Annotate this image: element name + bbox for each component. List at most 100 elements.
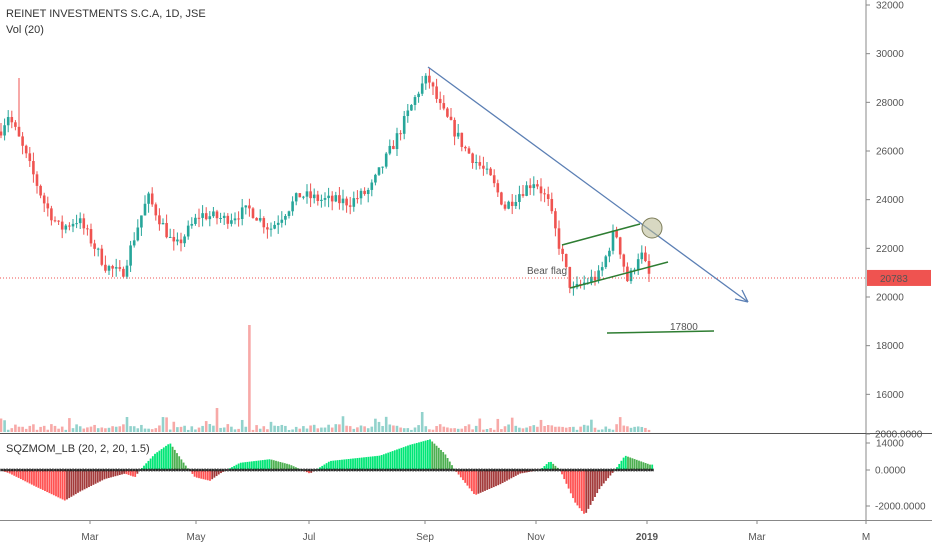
candle-body — [615, 230, 618, 238]
volume-bar — [89, 426, 93, 432]
candle-body — [42, 195, 46, 204]
squeeze-dot — [468, 468, 473, 472]
candle-body — [482, 165, 485, 169]
volume-bar — [60, 426, 64, 432]
squeeze-dot — [643, 468, 648, 472]
squeeze-dot — [175, 468, 179, 472]
momentum-bar — [380, 455, 383, 470]
volume-bar — [75, 424, 78, 432]
squeeze-dot — [607, 468, 611, 472]
candle-body — [125, 265, 129, 277]
candle-body — [618, 237, 622, 255]
momentum-bar — [616, 467, 618, 470]
momentum-bar — [462, 470, 464, 481]
momentum-bar — [481, 470, 484, 492]
momentum-bar — [429, 439, 431, 470]
candle-body — [399, 133, 402, 135]
momentum-bar — [569, 470, 572, 494]
momentum-bar — [85, 470, 88, 489]
candle-body — [435, 86, 438, 99]
squeeze-dot — [564, 468, 568, 472]
squeeze-dot — [449, 468, 453, 472]
volume-bar — [204, 421, 208, 432]
momentum-bar — [33, 470, 35, 486]
candle-body — [136, 227, 140, 241]
momentum-bar — [290, 465, 293, 470]
candle-body — [17, 126, 21, 137]
momentum-bar — [446, 458, 449, 470]
momentum-bar — [242, 462, 244, 470]
momentum-bar — [409, 444, 412, 470]
volume-bar — [71, 428, 75, 432]
momentum-bar — [477, 470, 480, 494]
squeeze-dot — [323, 468, 328, 472]
momentum-bar — [325, 463, 328, 470]
time-tick-label: May — [187, 532, 206, 543]
squeeze-dot — [383, 468, 387, 472]
squeeze-dot — [277, 468, 281, 472]
momentum-bar — [435, 445, 438, 470]
momentum-bar — [44, 470, 46, 491]
momentum-bar — [371, 456, 374, 470]
volume-bar — [46, 429, 50, 432]
downtrend-line — [427, 66, 749, 303]
momentum-bar — [418, 442, 420, 470]
squeeze-dot — [138, 468, 143, 472]
momentum-bar — [651, 464, 654, 470]
volume-bar — [597, 429, 600, 432]
squeeze-dot — [505, 468, 509, 472]
momentum-bar — [508, 470, 511, 480]
volume-bar — [402, 428, 406, 432]
candle-body — [539, 186, 543, 194]
squeeze-dot — [327, 468, 331, 472]
candle-body — [312, 194, 316, 199]
candle-body — [222, 215, 226, 219]
volume-bar — [626, 426, 629, 432]
candle-body — [3, 125, 6, 136]
squeeze-dot — [538, 468, 542, 472]
volume-bar — [618, 417, 622, 432]
squeeze-dot — [23, 468, 27, 472]
candle-body — [593, 276, 597, 281]
momentum-bar — [50, 470, 53, 495]
price-tick-label: 18000 — [876, 341, 904, 352]
volume-bar — [208, 424, 212, 432]
squeeze-dot — [241, 468, 245, 472]
candle-body — [608, 250, 611, 257]
squeeze-dot — [498, 468, 502, 472]
candle-body — [154, 204, 158, 216]
momentum-bar — [550, 461, 552, 470]
candle-body — [100, 248, 104, 265]
volume-bar — [492, 429, 496, 432]
squeeze-dot — [558, 468, 562, 472]
candle-body — [273, 224, 276, 229]
squeeze-dot — [591, 468, 595, 472]
momentum-bar — [180, 459, 183, 470]
volume-bar — [125, 417, 129, 432]
momentum-bar — [415, 442, 418, 470]
squeeze-dot — [426, 468, 430, 472]
candle-body — [176, 239, 179, 242]
candle-body — [352, 198, 356, 207]
squeeze-dot — [452, 468, 456, 472]
squeeze-dot — [617, 468, 621, 472]
momentum-bar — [57, 470, 60, 498]
momentum-bar — [257, 460, 260, 470]
momentum-bar — [266, 459, 269, 470]
momentum-bar — [431, 441, 434, 470]
candle-body — [388, 145, 392, 154]
squeeze-dot — [534, 468, 539, 472]
momentum-bar — [101, 470, 104, 481]
squeeze-dot — [548, 468, 552, 472]
candle-body — [78, 218, 82, 224]
candle-body — [478, 162, 482, 166]
squeeze-dot — [168, 468, 172, 472]
squeeze-dot — [561, 468, 565, 472]
volume-bar — [3, 420, 6, 432]
candle-body — [276, 222, 280, 225]
squeeze-dot — [525, 468, 529, 472]
candle-body — [406, 110, 410, 117]
volume-bar — [604, 426, 608, 432]
volume-bar — [417, 425, 420, 432]
